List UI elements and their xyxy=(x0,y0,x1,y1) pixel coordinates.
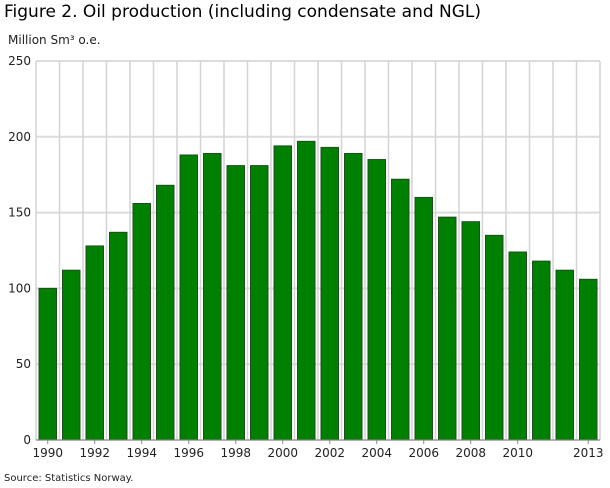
x-tick-label: 2013 xyxy=(573,446,604,460)
x-tick-label: 1990 xyxy=(32,446,63,460)
x-tick-label: 2002 xyxy=(314,446,345,460)
x-tick-label: 2008 xyxy=(455,446,486,460)
bar-1995 xyxy=(156,184,175,441)
y-tick-label: 200 xyxy=(8,130,31,144)
bar-2013 xyxy=(579,278,598,441)
y-tick-label: 100 xyxy=(8,281,31,295)
bar-2000 xyxy=(273,145,292,441)
x-tick-label: 2006 xyxy=(408,446,439,460)
x-tick-label: 1994 xyxy=(126,446,157,460)
x-tick-label: 1996 xyxy=(173,446,204,460)
bar-1991 xyxy=(62,269,81,441)
bar-1999 xyxy=(250,165,269,441)
bar-1998 xyxy=(226,165,245,441)
bar-1993 xyxy=(109,231,128,441)
bar-2008 xyxy=(461,221,480,441)
bar-1996 xyxy=(179,154,198,441)
y-tick-label: 0 xyxy=(23,433,31,447)
bar-1994 xyxy=(132,203,151,441)
x-tick-label: 1998 xyxy=(220,446,251,460)
bar-2003 xyxy=(344,152,363,441)
bar-1992 xyxy=(85,245,104,441)
x-tick-label: 2000 xyxy=(267,446,298,460)
bar-1990 xyxy=(38,287,57,441)
x-tick-label: 2010 xyxy=(502,446,533,460)
x-tick-label: 2004 xyxy=(361,446,392,460)
chart-title: Figure 2. Oil production (including cond… xyxy=(4,2,482,22)
bar-2012 xyxy=(555,269,574,441)
source-note: Source: Statistics Norway. xyxy=(4,473,134,484)
x-tick-label: 1992 xyxy=(79,446,110,460)
bar-2011 xyxy=(532,260,551,441)
bar-2006 xyxy=(414,196,433,441)
bar-2007 xyxy=(438,216,457,441)
y-tick-label: 150 xyxy=(8,206,31,220)
bar-1997 xyxy=(203,152,222,441)
y-tick-label: 50 xyxy=(16,357,31,371)
y-tick-label: 250 xyxy=(8,54,31,68)
bar-2010 xyxy=(508,251,527,441)
bar-2001 xyxy=(297,140,316,441)
bar-2004 xyxy=(367,159,386,441)
bar-2002 xyxy=(320,146,339,441)
bar-2009 xyxy=(485,234,504,441)
bar-2005 xyxy=(391,178,410,441)
y-axis-label: Million Sm³ o.e. xyxy=(8,33,101,47)
